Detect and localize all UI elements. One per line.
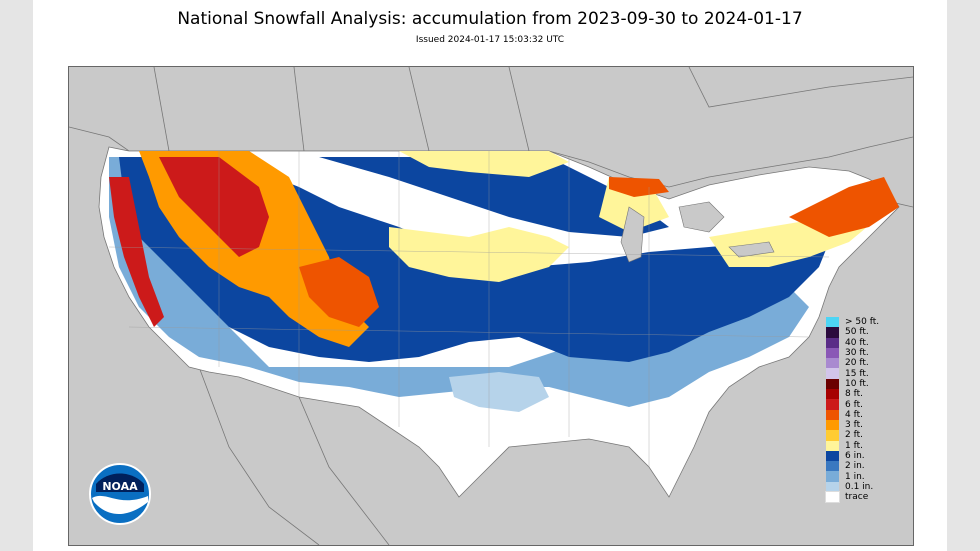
legend-swatch bbox=[826, 378, 839, 390]
legend-entry: 4 ft. bbox=[826, 409, 890, 420]
legend-label: 6 in. bbox=[845, 451, 865, 461]
legend-label: 0.1 in. bbox=[845, 481, 874, 492]
right-margin-bar bbox=[947, 0, 980, 551]
one-foot-region bbox=[389, 227, 569, 282]
great-lakes bbox=[620, 201, 775, 263]
legend-entry: 8 ft. bbox=[826, 389, 890, 400]
northeast-heavy-snow bbox=[789, 177, 899, 237]
legend-swatch bbox=[825, 491, 840, 504]
rockies-deep-snow bbox=[159, 157, 269, 257]
legend-label: 1 ft. bbox=[845, 440, 863, 451]
legend-swatch bbox=[826, 461, 839, 472]
legend-swatch bbox=[826, 399, 839, 410]
legend-swatch bbox=[826, 471, 839, 482]
legend-entry: 50 ft. bbox=[826, 327, 890, 338]
legend-entry: trace bbox=[825, 491, 890, 504]
legend-label: 6 ft. bbox=[845, 399, 863, 410]
legend-label: 2 in. bbox=[845, 461, 865, 472]
legend-swatch bbox=[826, 389, 839, 400]
snowfall-map[interactable] bbox=[68, 66, 914, 546]
legend-swatch bbox=[826, 358, 839, 369]
issued-timestamp: Issued 2024-01-17 15:03:32 UTC bbox=[415, 35, 565, 45]
legend-label: 30 ft. bbox=[845, 348, 869, 359]
utah-colorado-heavy bbox=[299, 257, 379, 327]
state-borders bbox=[108, 151, 830, 467]
legend-label: 3 ft. bbox=[845, 420, 863, 431]
legend-label: 1 in. bbox=[845, 471, 865, 482]
legend-swatch bbox=[826, 337, 839, 348]
legend-entry: 30 ft. bbox=[826, 347, 890, 359]
legend-label: 20 ft. bbox=[845, 358, 869, 369]
legend-label: 4 ft. bbox=[845, 409, 863, 420]
legend-label: > 50 ft. bbox=[845, 317, 880, 328]
legend-entry: 15 ft. bbox=[826, 368, 890, 379]
map-title: National Snowfall Analysis: accumulation… bbox=[177, 9, 803, 29]
snowfall-map-canvas bbox=[69, 67, 913, 545]
legend-label: 50 ft. bbox=[845, 327, 869, 338]
legend-label: trace bbox=[845, 492, 869, 503]
svg-text:NOAA: NOAA bbox=[102, 480, 138, 493]
legend-swatch bbox=[826, 419, 839, 431]
legend-label: 8 ft. bbox=[845, 389, 863, 400]
legend-label: 2 ft. bbox=[845, 430, 863, 441]
legend-entry: 2 in. bbox=[826, 461, 890, 472]
snowfall-legend: > 50 ft. 50 ft. 40 ft. 30 ft. 20 ft. 15 ft. 10… bbox=[825, 317, 890, 504]
lake-superior-snow bbox=[609, 177, 669, 197]
legend-label: 40 ft. bbox=[845, 337, 869, 348]
legend-label: 10 ft. bbox=[845, 378, 869, 389]
left-margin-bar bbox=[0, 0, 33, 551]
legend-swatch bbox=[826, 327, 839, 338]
legend-entry: > 50 ft. bbox=[826, 317, 890, 328]
legend-swatch bbox=[826, 409, 839, 420]
legend-swatch bbox=[826, 347, 839, 359]
legend-entry: 0.1 in. bbox=[826, 481, 890, 493]
legend-entry: 6 in. bbox=[826, 450, 890, 462]
legend-entry: 1 ft. bbox=[826, 440, 890, 451]
legend-swatch bbox=[826, 368, 839, 379]
legend-entry: 1 in. bbox=[826, 471, 890, 482]
dakotas-yellow bbox=[399, 151, 569, 177]
sierra-cascades-snow bbox=[109, 177, 164, 327]
northern-plains-blue bbox=[319, 157, 669, 237]
legend-entry: 20 ft. bbox=[826, 358, 890, 369]
legend-swatch bbox=[826, 430, 839, 441]
south-light-patch bbox=[449, 372, 549, 412]
noaa-logo-icon: NOAA bbox=[88, 462, 152, 526]
legend-swatch bbox=[826, 317, 839, 328]
legend-entry: 3 ft. bbox=[826, 419, 890, 431]
legend-entry: 6 ft. bbox=[826, 399, 890, 410]
legend-swatch bbox=[826, 481, 839, 493]
legend-label: 15 ft. bbox=[845, 368, 869, 379]
legend-entry: 40 ft. bbox=[826, 337, 890, 348]
legend-entry: 10 ft. bbox=[826, 378, 890, 390]
legend-entry: 2 ft. bbox=[826, 430, 890, 441]
legend-swatch bbox=[826, 440, 839, 451]
legend-swatch bbox=[826, 450, 839, 462]
